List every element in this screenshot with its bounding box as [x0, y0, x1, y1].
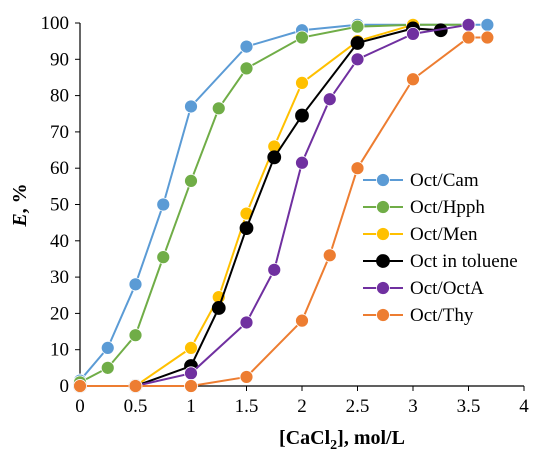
- legend-item: Oct/Thy: [363, 305, 474, 326]
- legend-item: Oct/Cam: [363, 170, 479, 191]
- series-6: [73, 30, 495, 393]
- x-tick-label: 2.5: [346, 396, 370, 417]
- legend-item: Oct/Hpph: [363, 197, 485, 218]
- data-point: [239, 221, 254, 235]
- data-point: [480, 17, 495, 32]
- data-point: [239, 370, 254, 384]
- x-tick-label: 1.5: [235, 396, 259, 417]
- data-point: [100, 340, 115, 355]
- data-point: [73, 379, 87, 393]
- legend-marker: [376, 227, 390, 241]
- data-point: [239, 61, 254, 76]
- y-tick-label: 60: [50, 158, 69, 179]
- legend-item: Oct/Men: [363, 224, 478, 245]
- data-point: [295, 313, 309, 328]
- series-line: [80, 36, 488, 387]
- series-line: [80, 27, 441, 387]
- legend-item: Oct/OctA: [363, 278, 484, 299]
- data-point: [211, 101, 226, 116]
- series-line: [80, 23, 469, 387]
- x-tick-label: 3.5: [457, 396, 481, 417]
- x-tick-label: 3: [408, 396, 418, 417]
- data-point: [322, 248, 337, 263]
- legend-label: Oct/Thy: [410, 305, 474, 326]
- data-point: [184, 379, 198, 393]
- legend-marker: [376, 281, 390, 295]
- data-point: [350, 19, 365, 34]
- x-axis-title: [CaCl2], mol/L: [279, 427, 405, 453]
- series-layer: [73, 17, 495, 393]
- legend-label: Oct/Hpph: [410, 197, 485, 218]
- data-point: [406, 72, 420, 87]
- legend-marker: [376, 173, 390, 187]
- data-point: [350, 52, 365, 67]
- data-point: [295, 30, 309, 45]
- y-axis-title: E, %: [9, 183, 31, 227]
- y-tick-label: 50: [50, 195, 69, 216]
- data-point: [406, 26, 420, 41]
- data-point: [128, 277, 143, 292]
- y-tick-label: 70: [50, 122, 69, 143]
- legend-label: Oct/Men: [410, 224, 478, 245]
- legend-marker: [376, 200, 390, 214]
- data-point: [461, 30, 476, 45]
- x-tick-label: 2: [297, 396, 307, 417]
- data-point: [184, 340, 198, 355]
- y-tick-label: 10: [50, 340, 69, 361]
- data-point: [156, 197, 171, 212]
- data-point: [350, 161, 365, 176]
- legend-label: Oct/OctA: [410, 278, 484, 299]
- legend: Oct/Cam Oct/Hpph Oct/Men Oct in toluene Oct/…: [363, 170, 518, 326]
- x-tick-label: 4: [519, 396, 529, 417]
- data-point: [184, 174, 198, 188]
- data-point: [461, 17, 476, 32]
- data-point: [295, 75, 309, 90]
- data-point: [295, 155, 309, 170]
- data-point: [350, 36, 365, 50]
- data-point: [184, 366, 198, 381]
- data-point: [322, 92, 337, 107]
- data-point: [184, 99, 198, 114]
- legend-item: Oct in toluene: [363, 251, 518, 272]
- y-tick-label: 90: [50, 49, 69, 70]
- data-point: [211, 301, 226, 315]
- data-point: [156, 250, 171, 265]
- data-point: [267, 262, 282, 277]
- y-tick-label: 30: [50, 267, 69, 288]
- data-point: [128, 379, 143, 393]
- legend-marker: [376, 308, 390, 322]
- legend-marker: [376, 254, 390, 268]
- data-point: [128, 328, 143, 343]
- data-point: [267, 150, 282, 165]
- y-tick-label: 20: [50, 303, 69, 324]
- y-tick-label: 40: [50, 231, 69, 252]
- data-point: [295, 108, 309, 123]
- data-point: [480, 30, 495, 45]
- data-point: [239, 315, 254, 330]
- data-point: [239, 39, 254, 54]
- x-tick-label: 1: [186, 396, 196, 417]
- data-point: [100, 360, 115, 375]
- legend-label: Oct/Cam: [410, 170, 479, 191]
- x-tick-label: 0.5: [124, 396, 148, 417]
- y-tick-label: 0: [60, 376, 70, 397]
- x-tick-label: 0: [75, 396, 85, 417]
- legend-label: Oct in toluene: [410, 251, 518, 272]
- y-tick-label: 100: [41, 13, 70, 34]
- y-tick-label: 80: [50, 86, 69, 107]
